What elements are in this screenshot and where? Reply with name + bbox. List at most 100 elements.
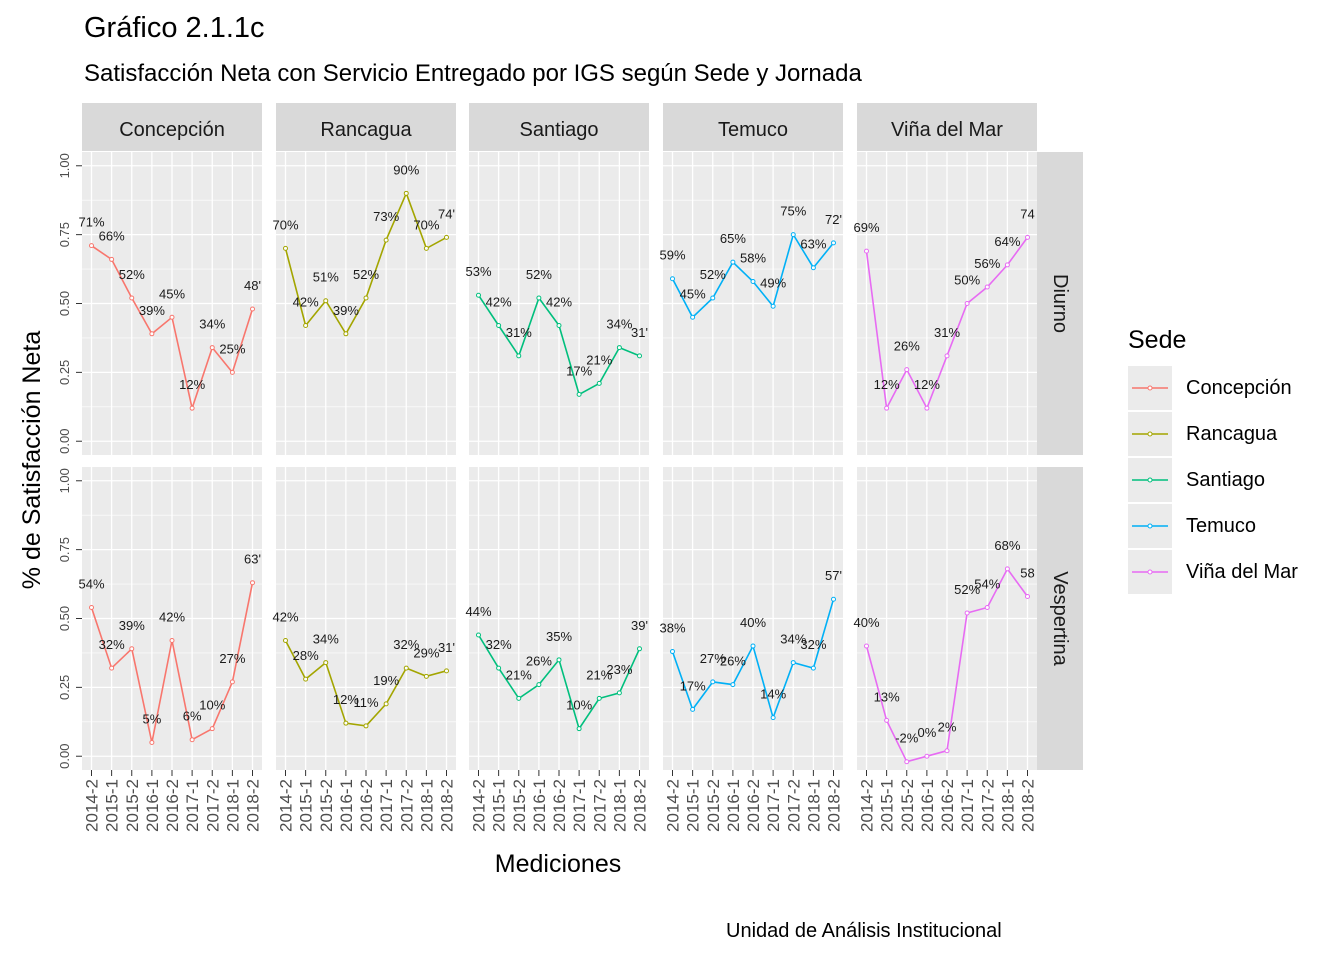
data-point — [770, 715, 776, 721]
x-tick-label: 2017-2 — [978, 779, 997, 832]
data-label: 75% — [780, 204, 806, 219]
legend-key — [1128, 412, 1172, 456]
data-label: 32% — [486, 637, 512, 652]
data-point — [250, 306, 255, 312]
data-label: 42% — [546, 295, 572, 310]
x-tick-label: 2015-2 — [704, 779, 723, 832]
data-point — [637, 646, 642, 652]
legend-label: Concepción — [1186, 376, 1292, 399]
data-label: 12% — [333, 692, 359, 707]
data-label: 32% — [393, 637, 419, 652]
data-label: 48' — [244, 278, 261, 293]
data-point — [556, 657, 562, 663]
x-tick-label: 2016-2 — [163, 779, 182, 832]
data-point — [536, 295, 542, 301]
data-label: 34% — [199, 317, 225, 332]
data-label: 63% — [800, 237, 826, 252]
data-label: 73% — [373, 209, 399, 224]
data-label: 32% — [800, 637, 826, 652]
data-label: 53% — [465, 264, 491, 279]
data-point — [423, 673, 429, 679]
data-point — [149, 739, 155, 745]
data-label: 63' — [244, 552, 261, 567]
data-point — [496, 323, 502, 329]
data-point — [944, 748, 950, 754]
data-label: 34% — [313, 632, 339, 647]
data-point — [637, 353, 642, 359]
x-tick-label: 2015-2 — [898, 779, 917, 832]
legend-label: Rancagua — [1186, 422, 1278, 445]
facet-label-temuco: Temuco — [718, 119, 788, 141]
data-point — [864, 643, 869, 649]
legend-label: Temuco — [1186, 514, 1257, 537]
data-point — [790, 660, 796, 666]
data-label: 21% — [586, 352, 612, 367]
data-point — [516, 695, 522, 701]
data-label: 14% — [760, 687, 786, 702]
data-label: 35% — [546, 629, 572, 644]
data-point — [516, 353, 522, 359]
x-tick-label: 2017-2 — [397, 779, 416, 832]
data-point — [303, 323, 309, 329]
data-point — [596, 695, 602, 701]
x-tick-label: 2017-2 — [784, 779, 803, 832]
data-point — [710, 679, 716, 685]
data-point — [109, 665, 115, 671]
data-label: 39% — [119, 618, 145, 633]
legend-item-concepcion: Concepción — [1128, 365, 1298, 411]
facet-label-diurno: Diurno — [1049, 274, 1071, 333]
x-tick-label: 2018-1 — [804, 779, 823, 832]
x-axis-title: Mediciones — [494, 850, 622, 878]
data-label: 31' — [631, 325, 648, 340]
data-label: 28% — [293, 648, 319, 663]
data-label: 39% — [333, 303, 359, 318]
x-tick-label: 2015-1 — [297, 779, 316, 832]
data-label: 5% — [142, 711, 161, 726]
data-label: 45% — [680, 286, 706, 301]
data-label: 19% — [373, 673, 399, 688]
data-point — [403, 665, 409, 671]
data-label: 68% — [994, 538, 1020, 553]
data-point — [964, 610, 970, 616]
data-label: 21% — [586, 667, 612, 682]
data-point — [250, 580, 255, 586]
data-point — [904, 367, 910, 373]
chart-subtitle: Satisfacción Neta con Servicio Entregado… — [84, 60, 862, 87]
data-point — [924, 753, 930, 759]
data-label: 12% — [914, 377, 940, 392]
x-tick-label: 2017-2 — [203, 779, 222, 832]
data-point — [730, 682, 736, 688]
data-label: 66% — [99, 228, 125, 243]
data-point — [831, 596, 836, 602]
data-point — [209, 726, 215, 732]
data-point — [536, 682, 542, 688]
x-tick-label: 2017-1 — [958, 779, 977, 832]
data-label: 72' — [825, 212, 842, 227]
data-label: 74 — [1020, 206, 1034, 221]
data-point — [984, 284, 990, 290]
data-point — [596, 380, 602, 386]
data-label: 11% — [353, 695, 378, 710]
data-label: 64% — [994, 234, 1020, 249]
data-point — [616, 690, 622, 696]
x-tick-label: 2018-2 — [825, 779, 844, 832]
y-tick-label: 0.25 — [57, 360, 72, 385]
facet-strip-rancagua — [276, 103, 456, 151]
x-tick-label: 2015-2 — [123, 779, 142, 832]
legend-label: Viña del Mar — [1186, 560, 1298, 583]
data-point — [670, 649, 675, 655]
data-point — [229, 369, 235, 375]
data-label: 65% — [720, 231, 746, 246]
data-point — [403, 190, 409, 196]
data-point — [383, 701, 389, 707]
data-label: 31' — [438, 640, 455, 655]
y-tick-label: 0.00 — [57, 744, 72, 769]
data-label: 42% — [272, 610, 298, 625]
data-point — [616, 345, 622, 351]
data-point — [109, 256, 115, 262]
x-tick-label: 2016-2 — [550, 779, 569, 832]
legend-label: Santiago — [1186, 468, 1265, 491]
x-tick-label: 2018-2 — [438, 779, 457, 832]
x-tick-label: 2016-1 — [724, 779, 743, 832]
chart-title: Gráfico 2.1.1c — [84, 12, 265, 44]
